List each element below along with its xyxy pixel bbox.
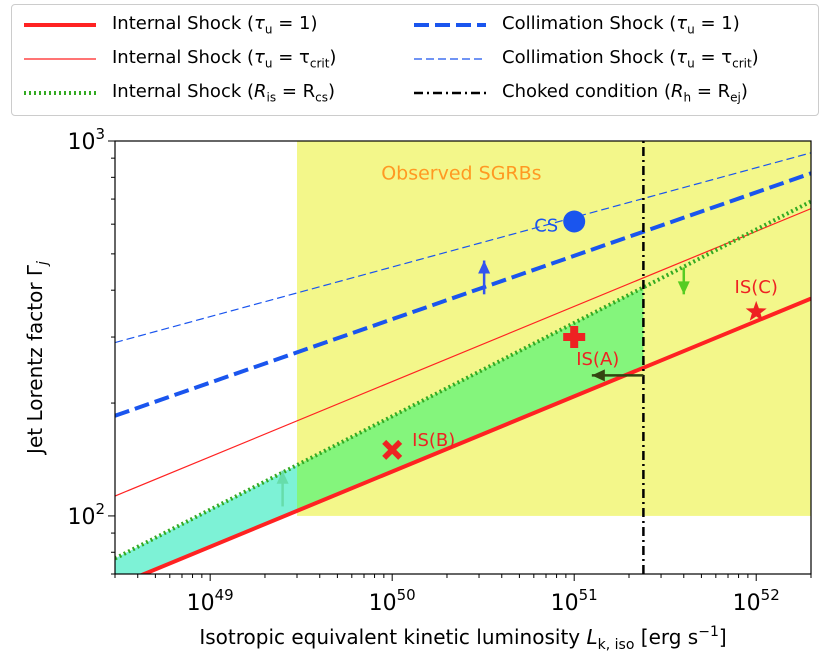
legend-item: Internal Shock (Ris = Rcs) [20, 78, 335, 108]
x-tick-label: 1050 [369, 586, 416, 616]
marker-label-isc: IS(C) [735, 277, 778, 298]
legend: Internal Shock (τu = 1) Internal Shock (τ… [11, 4, 819, 116]
legend-item: Choked condition (Rh = Rej) [410, 78, 748, 108]
legend-item: Collimation Shock (τu = τcrit) [410, 44, 759, 74]
legend-swatch [414, 23, 486, 27]
legend-label: Internal Shock (τu = 1) [112, 13, 318, 37]
series-line-0 [138, 296, 811, 574]
y-tick-label: 103 [67, 125, 105, 155]
series-line-1 [115, 208, 811, 497]
arrow-head-3 [591, 369, 605, 382]
x-tick-label: 1051 [551, 586, 598, 616]
legend-swatch [24, 91, 96, 95]
y-tick-label: 102 [67, 500, 105, 530]
axes-frame [114, 140, 812, 575]
series-line-4 [115, 152, 811, 344]
arrow-head-2 [276, 470, 289, 484]
x-tick-label: 1049 [187, 586, 234, 616]
y-axis-label: Jet Lorentz factor Γj [23, 261, 51, 456]
region-label: Observed SGRBs [381, 162, 541, 184]
legend-label: Collimation Shock (τu = 1) [502, 13, 740, 37]
cyan-fill-region [115, 465, 298, 574]
marker-label-isb: IS(B) [412, 430, 455, 451]
legend-swatch [24, 58, 96, 60]
marker-isa [563, 326, 586, 349]
arrow-head-0 [478, 260, 491, 274]
x-tick-label: 1052 [733, 586, 780, 616]
legend-swatch [414, 91, 486, 95]
legend-swatch [414, 58, 486, 60]
x-axis-label: Isotropic equivalent kinetic luminosity … [199, 624, 726, 653]
marker-label-isa: IS(A) [576, 349, 619, 370]
legend-swatch [24, 23, 96, 27]
legend-label: Choked condition (Rh = Rej) [502, 81, 748, 105]
marker-isb [382, 439, 403, 460]
arrow-head-1 [677, 281, 690, 295]
series-line-2 [115, 199, 811, 561]
legend-item: Internal Shock (τu = τcrit) [20, 44, 336, 74]
marker-isc [745, 300, 767, 321]
legend-label: Collimation Shock (τu = τcrit) [502, 47, 759, 71]
marker-label-cs: CS [534, 215, 558, 236]
plot-area: Observed SGRBs CS IS(A) IS(B) IS(C) [115, 141, 811, 574]
marker-cs [563, 210, 586, 233]
series-line-3 [115, 171, 811, 418]
legend-label: Internal Shock (τu = τcrit) [112, 47, 337, 71]
legend-item: Internal Shock (τu = 1) [20, 10, 317, 40]
legend-item: Collimation Shock (τu = 1) [410, 10, 740, 40]
legend-label: Internal Shock (Ris = Rcs) [112, 81, 336, 105]
